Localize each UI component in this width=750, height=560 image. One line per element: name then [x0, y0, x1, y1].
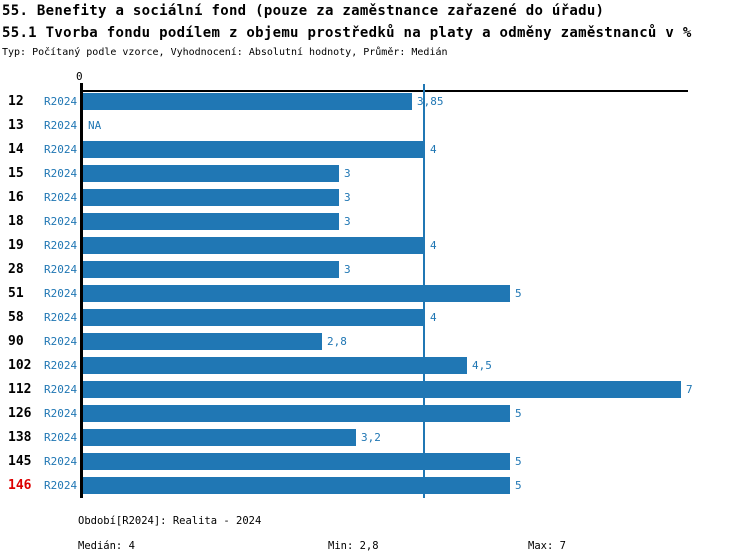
bar [83, 261, 339, 278]
bar-value-label: 3,85 [417, 95, 444, 108]
bar-value-label: 3 [344, 263, 351, 276]
bar-value-label: 3,2 [361, 431, 381, 444]
bar [83, 237, 425, 254]
bar-value-label: 4,5 [472, 359, 492, 372]
bar [83, 357, 467, 374]
page-title: 55. Benefity a sociální fond (pouze za z… [2, 3, 605, 19]
row-id-label: 15 [8, 166, 24, 181]
row-id-label: 18 [8, 214, 24, 229]
bar-value-label: 4 [430, 143, 437, 156]
row-id-label: 12 [8, 94, 24, 109]
bar [83, 381, 681, 398]
row-id-label: 13 [8, 118, 24, 133]
row-period-label: R2024 [44, 407, 78, 420]
bar [83, 285, 510, 302]
row-id-label: 28 [8, 262, 24, 277]
row-period-label: R2024 [44, 383, 78, 396]
bar [83, 477, 510, 494]
footer-median-label: Medián: 4 [78, 540, 135, 552]
row-period-label: R2024 [44, 191, 78, 204]
bar-value-label: 3 [344, 167, 351, 180]
footer-period-label: Období[R2024]: Realita - 2024 [78, 515, 262, 527]
bar-value-label: 5 [515, 455, 522, 468]
bar [83, 141, 425, 158]
row-id-label: 14 [8, 142, 24, 157]
bar-value-label: 4 [430, 239, 437, 252]
row-id-label: 102 [8, 358, 32, 373]
chart-meta-info: Typ: Počítaný podle vzorce, Vyhodnocení:… [2, 47, 448, 58]
bar [83, 309, 425, 326]
bar-value-label: 2,8 [327, 335, 347, 348]
row-period-label: R2024 [44, 239, 78, 252]
row-period-label: R2024 [44, 287, 78, 300]
bar [83, 453, 510, 470]
row-period-label: R2024 [44, 335, 78, 348]
row-period-label: R2024 [44, 263, 78, 276]
row-id-label: 146 [8, 478, 32, 493]
row-id-label: 16 [8, 190, 24, 205]
row-period-label: R2024 [44, 143, 78, 156]
row-id-label: 51 [8, 286, 24, 301]
x-axis-zero-label: 0 [76, 70, 83, 83]
row-id-label: 19 [8, 238, 24, 253]
bar [83, 213, 339, 230]
footer-min-label: Min: 2,8 [328, 540, 379, 552]
bar [83, 189, 339, 206]
y-axis-line [80, 90, 83, 498]
bar-value-label: 3 [344, 191, 351, 204]
x-axis-zero-tick [80, 83, 83, 91]
row-id-label: 90 [8, 334, 24, 349]
bar-value-label: NA [88, 119, 102, 132]
row-period-label: R2024 [44, 455, 78, 468]
bar-value-label: 7 [686, 383, 693, 396]
bar-value-label: 4 [430, 311, 437, 324]
row-period-label: R2024 [44, 119, 78, 132]
row-id-label: 58 [8, 310, 24, 325]
row-period-label: R2024 [44, 479, 78, 492]
row-period-label: R2024 [44, 95, 78, 108]
row-period-label: R2024 [44, 215, 78, 228]
bar [83, 405, 510, 422]
row-id-label: 112 [8, 382, 32, 397]
x-axis-line [80, 90, 688, 92]
bar-value-label: 3 [344, 215, 351, 228]
bar [83, 429, 356, 446]
row-period-label: R2024 [44, 359, 78, 372]
row-id-label: 138 [8, 430, 32, 445]
bar-value-label: 5 [515, 287, 522, 300]
chart-subtitle: 55.1 Tvorba fondu podílem z objemu prost… [2, 25, 692, 41]
row-id-label: 145 [8, 454, 32, 469]
row-period-label: R2024 [44, 311, 78, 324]
footer-max-label: Max: 7 [528, 540, 566, 552]
bar [83, 333, 322, 350]
bar [83, 165, 339, 182]
bar-value-label: 5 [515, 479, 522, 492]
row-id-label: 126 [8, 406, 32, 421]
row-period-label: R2024 [44, 431, 78, 444]
bar [83, 93, 412, 110]
bar-value-label: 5 [515, 407, 522, 420]
row-period-label: R2024 [44, 167, 78, 180]
